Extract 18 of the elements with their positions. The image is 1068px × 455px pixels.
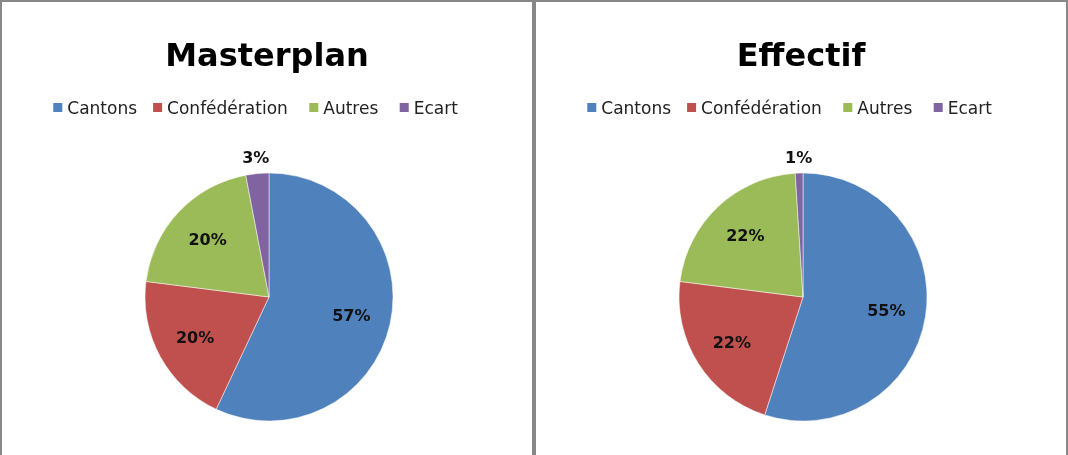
data-label: 20% <box>175 328 215 348</box>
legend-label: Cantons <box>67 98 138 118</box>
chart-title: Effectif <box>736 36 867 74</box>
legend-label: Confédération <box>701 98 822 118</box>
data-label: 55% <box>867 300 906 320</box>
chart-title: Masterplan <box>165 36 369 74</box>
legend-label: Ecart <box>413 98 459 118</box>
legend-label: Confédération <box>167 98 288 118</box>
data-label: 22% <box>712 332 751 352</box>
legend-label: Autres <box>323 98 379 118</box>
data-label: 22% <box>726 226 765 246</box>
legend-label: Ecart <box>947 98 993 118</box>
data-label: 3% <box>242 148 270 168</box>
data-label: 1% <box>785 147 813 167</box>
data-label: 20% <box>188 229 227 249</box>
legend-label: Cantons <box>601 98 672 118</box>
legend-label: Autres <box>857 98 913 118</box>
data-label: 57% <box>332 305 371 325</box>
